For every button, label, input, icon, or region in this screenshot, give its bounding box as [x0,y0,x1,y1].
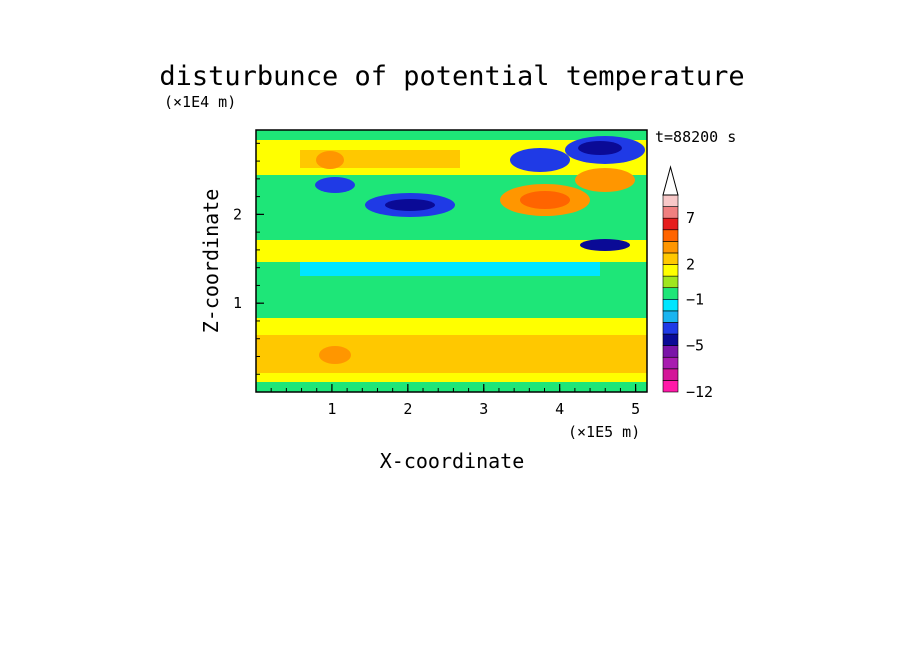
x-tick-label: 1 [327,400,336,418]
y-tick-label: 2 [233,205,242,223]
x-tick-label: 2 [403,400,412,418]
colorbar-swatch [662,356,679,370]
warm-core-right-inner [520,191,570,209]
colorbar-swatch [662,229,679,242]
plot-frame [255,129,648,393]
x-axis-ticks: 1 2 3 4 5 [270,384,640,418]
cold-core-lower-right [580,239,630,251]
x-tick-label: 5 [631,400,640,418]
band-mid-cyan [300,262,600,276]
colorbar-extend-arrow [662,165,679,196]
y-axis-label: Z-coordinate [199,189,223,334]
x-unit-label: (×1E5 m) [568,423,640,441]
band-mid-yellow [256,240,647,262]
x-tick-label: 3 [479,400,488,418]
cold-core-center-inner [385,199,435,211]
colorbar-swatch [662,287,679,300]
colorbar-swatch [662,206,679,219]
warm-core-upper [316,151,344,169]
cold-core-top-right-2-inner [578,141,622,155]
colorbar-swatch [662,310,679,323]
heatmap-bands [256,136,647,392]
colorbar-swatch [662,252,679,265]
cold-core-upper-left [315,177,355,193]
chart-title: disturbunce of potential temperature [159,61,744,92]
y-tick-label: 1 [233,294,242,312]
cold-core-top-right [510,148,570,172]
colorbar-swatch [662,368,679,381]
warm-core-far-right [575,168,635,192]
warm-core-lower-left [319,346,351,364]
colorbar-swatch [662,241,679,254]
colorbar-tick-label: −1 [686,290,704,308]
colorbar-tick-label: −12 [686,383,713,401]
y-unit-label: (×1E4 m) [164,93,236,111]
colorbar-swatch [662,322,679,335]
colorbar-swatch [662,194,679,207]
colorbar-swatch [662,275,679,289]
colorbar-swatch [662,333,679,346]
y-axis-ticks: 12 [233,142,264,375]
x-tick-label: 4 [555,400,564,418]
colorbar: −12−5−127 [662,165,713,401]
colorbar-tick-label: −5 [686,337,704,355]
time-label: t=88200 s [655,128,736,146]
colorbar-swatch [662,298,679,312]
band-low-orange [256,335,647,373]
x-axis-label: X-coordinate [380,449,525,473]
colorbar-tick-label: 2 [686,256,695,274]
colorbar-swatch [662,217,679,231]
colorbar-swatch [662,380,679,393]
band-bottom-green [256,382,647,392]
colorbar-swatch [662,264,679,277]
colorbar-tick-label: 7 [686,209,695,227]
colorbar-swatch [662,345,679,358]
